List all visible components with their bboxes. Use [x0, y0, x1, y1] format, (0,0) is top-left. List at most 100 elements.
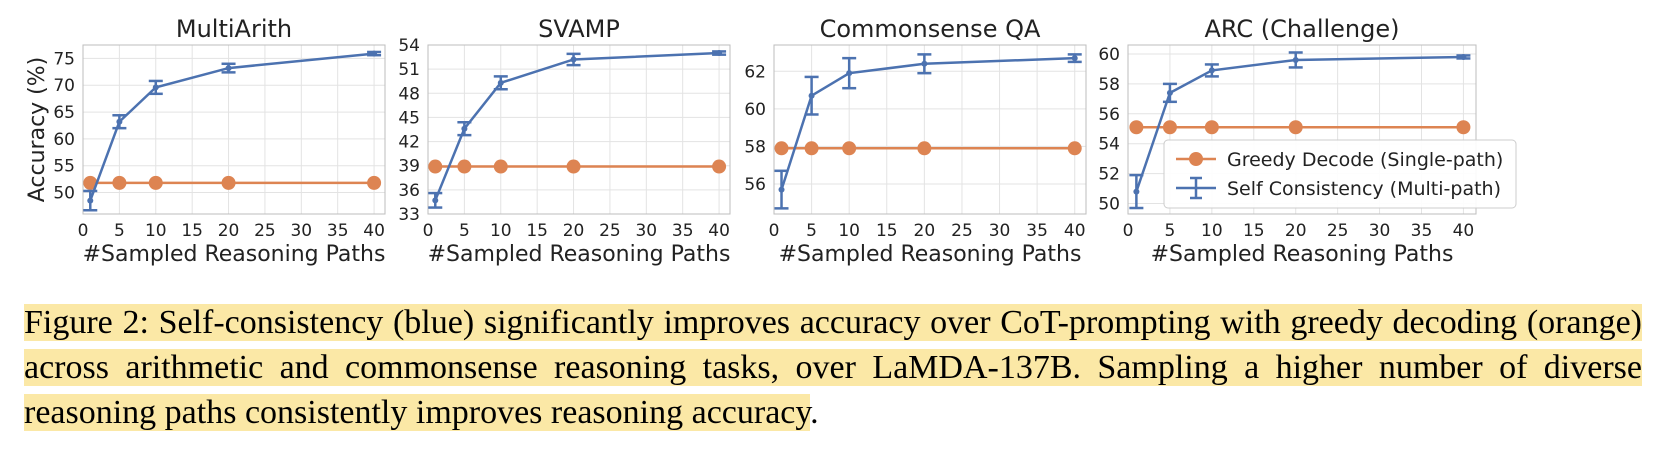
self-consistency-point	[570, 56, 577, 63]
self-consistency-point	[432, 197, 439, 204]
x-tick-label: 40	[1453, 221, 1475, 241]
legend-greedy-marker	[1189, 152, 1203, 166]
x-tick-label: 15	[181, 221, 203, 241]
greedy-point	[566, 159, 581, 174]
greedy-point	[457, 159, 472, 174]
chart-title: SVAMP	[538, 15, 620, 43]
chart-title: MultiArith	[176, 15, 292, 43]
x-tick-label: 15	[1243, 221, 1265, 241]
greedy-point	[1456, 120, 1471, 135]
y-tick-label: 62	[744, 62, 766, 82]
y-tick-label: 50	[53, 184, 75, 204]
x-axis-label: #Sampled Reasoning Paths	[779, 242, 1082, 267]
x-tick-label: 25	[599, 221, 621, 241]
self-consistency-line	[434, 51, 720, 201]
plot-frame	[82, 44, 386, 215]
self-consistency-point	[778, 186, 785, 193]
x-axis-label: #Sampled Reasoning Paths	[83, 242, 386, 267]
x-tick-label: 25	[951, 221, 973, 241]
x-tick-label: 35	[1026, 221, 1048, 241]
chart-panel: 0 5 10 15 20 25 30 35 40 50 52 54 56 58 60 ARC (Challen…	[1098, 15, 1517, 267]
self-consistency-point	[1292, 56, 1299, 63]
greedy-point	[1204, 120, 1219, 135]
figure: 0 5 10 15 20 25 30 35 40505560657075MultiArith#S…	[25, 15, 1517, 267]
x-tick-label: 35	[327, 221, 349, 241]
x-tick-label: 0	[769, 221, 780, 241]
self-consistency-point	[461, 125, 468, 132]
chart-title: ARC (Challenge)	[1205, 15, 1400, 43]
x-tick-label: 5	[459, 221, 470, 241]
figure-caption: Figure 2: Self-consistency (blue) signif…	[24, 300, 1642, 435]
x-tick-label: 30	[1369, 221, 1391, 241]
y-tick-label: 65	[53, 103, 75, 123]
x-tick-label: 25	[1327, 221, 1349, 241]
chart-panel: 0 5 10 15 20 25 30 35 40 33 36 39 42 45 48 51 54 SVAMP #Sa…	[398, 15, 731, 267]
x-tick-label: 5	[114, 221, 125, 241]
legend-label-self-consistency: Self Consistency (Multi-path)	[1227, 178, 1501, 200]
y-tick-label: 50	[1098, 195, 1120, 215]
self-consistency-point	[808, 92, 815, 99]
greedy-point	[774, 141, 789, 156]
self-consistency-point	[716, 50, 723, 57]
self-consistency-point	[1071, 55, 1078, 62]
greedy-point	[712, 159, 727, 174]
self-consistency-point	[1208, 67, 1215, 74]
greedy-point	[1162, 120, 1177, 135]
self-consistency-point	[87, 197, 94, 204]
legend-box	[1163, 139, 1517, 209]
self-consistency-point	[1133, 188, 1140, 195]
chart-panel: 0 5 10 15 20 25 30 35 40 50 55 60 65 70 75 MultiArith #S…	[25, 15, 386, 267]
self-consistency-point	[152, 84, 159, 91]
x-tick-label: 30	[989, 221, 1011, 241]
greedy-point	[1288, 120, 1303, 135]
x-tick-label: 20	[563, 221, 585, 241]
y-tick-label: 36	[398, 181, 420, 201]
x-axis-label: #Sampled Reasoning Paths	[428, 242, 731, 267]
y-tick-label: 60	[1098, 45, 1120, 65]
x-tick-label: 40	[1064, 221, 1086, 241]
self-consistency-point	[116, 118, 123, 125]
x-tick-label: 40	[363, 221, 385, 241]
y-tick-label: 70	[53, 76, 75, 96]
self-consistency-point	[1166, 89, 1173, 96]
x-tick-label: 35	[672, 221, 694, 241]
x-tick-label: 20	[914, 221, 936, 241]
x-tick-label: 0	[1123, 221, 1134, 241]
y-tick-label: 75	[53, 49, 75, 69]
y-tick-label: 54	[1098, 135, 1120, 155]
y-tick-label: 48	[398, 84, 420, 104]
y-tick-label: 42	[398, 133, 420, 153]
x-tick-label: 10	[838, 221, 860, 241]
y-tick-label: 33	[398, 205, 420, 225]
chart-title: Commonsense QA	[820, 15, 1041, 43]
y-tick-label: 58	[744, 137, 766, 157]
self-consistency-point	[921, 60, 928, 67]
plot-frame	[427, 44, 731, 215]
self-consistency-point	[371, 50, 378, 57]
greedy-point	[221, 175, 236, 190]
x-tick-label: 0	[78, 221, 89, 241]
greedy-point	[842, 141, 857, 156]
x-tick-label: 20	[1285, 221, 1307, 241]
chart-panel: 0 5 10 15 20 25 30 35 40 56 58 60 62 Commonsense QA #S…	[744, 15, 1087, 267]
greedy-point	[1129, 120, 1144, 135]
self-consistency-point	[225, 65, 232, 72]
greedy-point	[112, 175, 127, 190]
greedy-point	[83, 175, 98, 190]
greedy-point	[367, 175, 382, 190]
x-tick-label: 5	[806, 221, 817, 241]
greedy-point	[148, 175, 163, 190]
x-tick-label: 5	[1165, 221, 1176, 241]
legend-label-greedy: Greedy Decode (Single-path)	[1227, 149, 1503, 171]
self-consistency-point	[846, 70, 853, 77]
y-tick-label: 51	[398, 60, 420, 80]
y-tick-label: 56	[744, 175, 766, 195]
x-tick-label: 35	[1411, 221, 1433, 241]
caption-highlighted-text: Figure 2: Self-consistency (blue) signif…	[24, 304, 1642, 431]
x-tick-label: 20	[218, 221, 240, 241]
x-tick-label: 15	[876, 221, 898, 241]
x-tick-label: 25	[254, 221, 276, 241]
y-tick-label: 52	[1098, 165, 1120, 185]
y-tick-label: 54	[398, 36, 420, 56]
y-tick-label: 60	[744, 100, 766, 120]
